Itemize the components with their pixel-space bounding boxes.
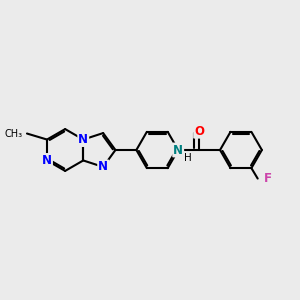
Text: O: O bbox=[194, 125, 204, 138]
Text: N: N bbox=[42, 154, 52, 167]
Text: N: N bbox=[173, 143, 183, 157]
Text: N: N bbox=[78, 133, 88, 146]
Text: N: N bbox=[98, 160, 108, 173]
Text: H: H bbox=[184, 153, 192, 163]
Text: CH₃: CH₃ bbox=[5, 128, 23, 139]
Text: F: F bbox=[264, 172, 272, 185]
